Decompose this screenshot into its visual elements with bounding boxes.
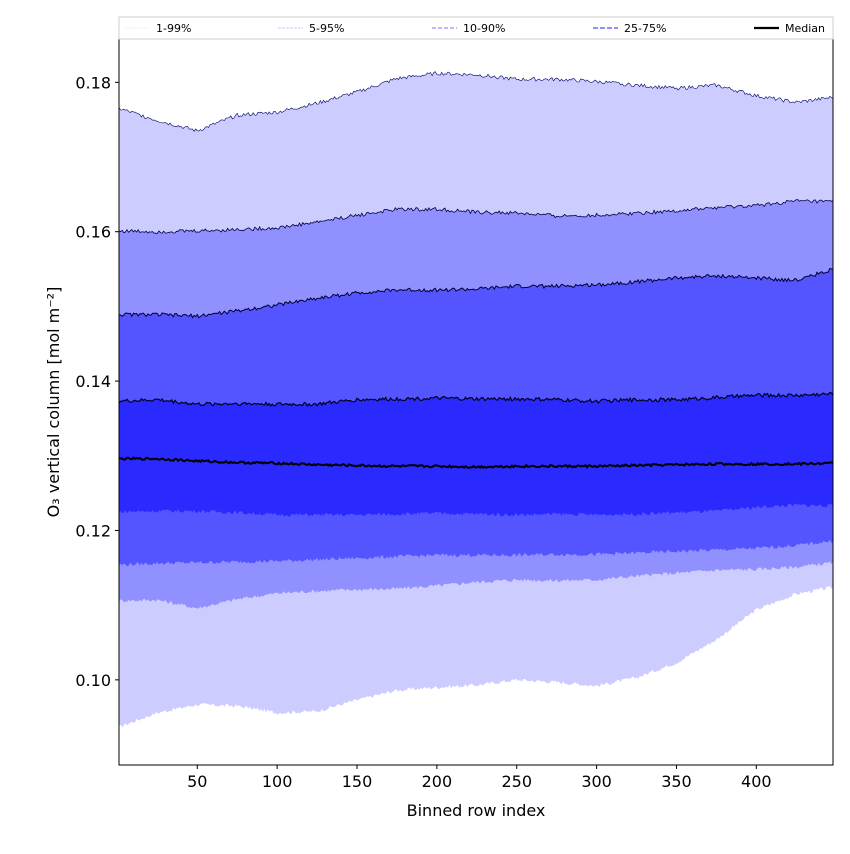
y-tick-label: 0.14 — [75, 372, 111, 391]
x-tick-label: 400 — [741, 772, 772, 791]
legend-label: 1-99% — [156, 22, 191, 35]
y-tick-label: 0.12 — [75, 521, 111, 540]
y-axis: 0.10 0.12 0.14 0.16 0.18 — [75, 73, 119, 690]
x-tick-label: 100 — [262, 772, 293, 791]
x-tick-label: 250 — [501, 772, 532, 791]
legend-label: 10-90% — [463, 22, 505, 35]
legend-box — [118, 16, 834, 40]
y-tick-label: 0.18 — [75, 73, 111, 92]
x-tick-label: 150 — [342, 772, 373, 791]
legend-label: 5-95% — [309, 22, 344, 35]
line-p75 — [118, 391, 834, 407]
band-25-75 — [119, 392, 833, 517]
line-p90 — [118, 268, 834, 319]
y-tick-label: 0.16 — [75, 223, 111, 242]
x-axis-label: Binned row index — [407, 801, 546, 820]
line-median — [118, 456, 833, 470]
legend: 1-99% 5-95% 10-90% 25-75% Median — [118, 16, 834, 40]
legend-label: 25-75% — [624, 22, 666, 35]
x-tick-label: 350 — [661, 772, 692, 791]
x-axis: 50 100 150 200 250 300 350 400 — [187, 765, 772, 791]
y-tick-label: 0.10 — [75, 671, 111, 690]
line-p99 — [118, 71, 834, 132]
x-tick-label: 200 — [422, 772, 453, 791]
legend-label: Median — [785, 22, 825, 35]
x-tick-label: 50 — [187, 772, 207, 791]
y-axis-label: O₃ vertical column [mol m⁻²] — [44, 287, 63, 518]
x-tick-label: 300 — [581, 772, 612, 791]
percentile-lines — [118, 71, 834, 470]
line-p95 — [118, 199, 834, 234]
